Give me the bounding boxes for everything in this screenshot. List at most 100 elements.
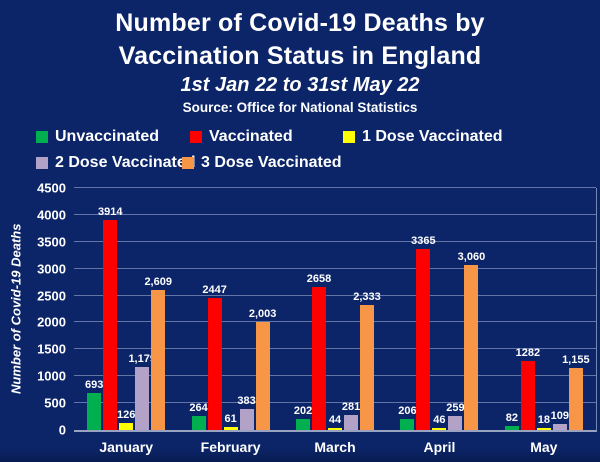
bar-3-dose-vaccinated-march: 2,333 [353,292,381,430]
bar-value-label: 44 [328,414,342,426]
bar-3-dose-vaccinated-april: 3,060 [458,252,485,430]
y-tick-1500: 1500 [37,341,66,357]
y-tick-3500: 3500 [37,234,66,250]
bar-value-label: 18 [537,414,550,426]
bar-group-january: 693 3914 126 1,179 2,609 January [74,188,178,456]
x-axis-label-april: April [423,439,456,455]
bar-value-label: 202 [293,405,313,417]
bar-vaccinated-january: 3914 [98,207,122,430]
bar-value-label: 383 [237,395,256,407]
bar-value-label: 264 [189,402,208,414]
bar-value-label: 281 [341,401,361,413]
bar-2-dose-vaccinated-january: 1,179 [128,354,156,430]
x-axis-label-may: May [530,439,558,455]
bar-1-dose-vaccinated-january: 126 [117,410,135,430]
legend-row-1: Unvaccinated Vaccinated 1 Dose Vaccinate… [36,124,600,150]
gridline-3000 [74,267,596,269]
chart-source: Source: Office for National Statistics [182,100,418,115]
chart-subtitle: 1st Jan 22 to 31st May 22 [180,74,420,96]
bar-value-label: 2,609 [144,276,172,288]
bar-1-dose-vaccinated-february: 61 [223,414,238,430]
gridline-3500 [74,240,596,242]
legend-item-vaccinated: Vaccinated [190,128,343,146]
bar-value-label: 259 [446,402,465,414]
bar-group-may: 82 1282 18 109 1,155 May [492,188,596,455]
y-axis-title: Number of Covid-19 Deaths [8,223,24,395]
legend-item-unvaccinated: Unvaccinated [36,128,190,146]
gridline-2500 [74,294,596,296]
legend-item-2-dose: 2 Dose Vaccinated [36,154,196,172]
bar-value-label: 46 [433,414,446,426]
legend-swatch-2-dose [36,157,48,169]
x-axis-label-february: February [200,439,261,455]
legend-swatch-unvaccinated [36,131,48,143]
gridline-1000 [74,375,596,377]
bar-value-label: 3,060 [457,251,486,263]
bar-value-label: 3914 [97,206,123,218]
legend-item-1-dose: 1 Dose Vaccinated [343,128,503,146]
legend-swatch-1-dose [343,131,355,143]
gridline-1500 [74,348,596,350]
y-tick-4500: 4500 [37,180,66,196]
bar-value-label: 82 [505,412,518,424]
chart-legend: Unvaccinated Vaccinated 1 Dose Vaccinate… [0,124,600,176]
legend-label-vaccinated: Vaccinated [209,128,293,145]
bar-1-dose-vaccinated-may: 18 [536,415,551,430]
bar-vaccinated-april: 3365 [411,236,436,430]
bar-unvaccinated-march: 202 [294,406,312,430]
plot-area: 693 3914 126 1,179 2,609 January 264 2447 61 383 2… [74,187,597,456]
bar-value-label: 1,179 [128,353,156,365]
bar-value-label: 2,333 [353,291,381,303]
y-tick-4000: 4000 [37,207,66,223]
bar-unvaccinated-january: 693 [85,380,103,430]
bar-group-march: 202 2658 44 281 2,333 March [283,188,387,456]
bar-value-label: 3365 [411,235,436,247]
bar-2-dose-vaccinated-april: 259 [446,403,465,430]
bar-value-label: 2447 [202,284,227,296]
chart-title-line1: Number of Covid-19 Deaths by [115,9,485,37]
bar-3-dose-vaccinated-february: 2,003 [249,309,276,430]
legend-item-3-dose: 3 Dose Vaccinated [182,154,342,172]
gridline-4000 [74,213,596,215]
bar-2-dose-vaccinated-may: 109 [551,411,569,430]
gridline-500 [74,402,596,404]
bar-value-label: 2658 [306,273,332,285]
bar-value-label: 1,155 [562,354,590,366]
bar-unvaccinated-april: 206 [398,406,417,430]
legend-label-2-dose: 2 Dose Vaccinated [55,154,196,171]
bar-2-dose-vaccinated-february: 383 [237,396,256,430]
legend-label-3-dose: 3 Dose Vaccinated [201,154,342,171]
y-tick-1000: 1000 [37,368,66,384]
bar-3-dose-vaccinated-january: 2,609 [144,277,172,430]
y-tick-3000: 3000 [37,261,66,277]
bar-vaccinated-february: 2447 [202,285,227,430]
bar-1-dose-vaccinated-march: 44 [328,415,343,430]
gridline-4500 [74,187,596,188]
y-axis-ticks: 0 500 1000 1500 2000 2500 3000 3500 4000 4500 [32,182,74,437]
bar-value-label: 109 [550,410,570,422]
bar-group-february: 264 2447 61 383 2,003 February [178,188,282,456]
legend-label-unvaccinated: Unvaccinated [55,128,160,145]
bar-value-label: 693 [85,379,104,391]
y-tick-2000: 2000 [37,314,66,330]
x-axis-label-march: March [314,439,356,455]
bar-value-label: 2,003 [248,308,277,320]
y-tick-500: 500 [44,395,66,411]
bar-value-label: 1282 [515,347,541,359]
bar-value-label: 126 [117,409,136,421]
chart-header: Number of Covid-19 Deaths by Vaccination… [0,0,600,115]
legend-swatch-3-dose [182,157,194,169]
bar-unvaccinated-may: 82 [504,413,519,430]
chart-body: Number of Covid-19 Deaths 0 500 1000 1500 20… [0,182,600,456]
bar-1-dose-vaccinated-april: 46 [432,415,447,430]
bar-vaccinated-may: 1282 [516,348,540,430]
bar-unvaccinated-february: 264 [189,403,208,430]
x-axis-label-january: January [99,439,154,455]
chart-title: Number of Covid-19 Deaths by Vaccination… [0,7,600,73]
bar-group-april: 206 3365 46 259 3,060 April [387,188,491,456]
gridline-2000 [74,321,596,323]
bar-2-dose-vaccinated-march: 281 [342,402,360,430]
bar-3-dose-vaccinated-may: 1,155 [562,355,590,430]
y-tick-0: 0 [58,422,66,438]
